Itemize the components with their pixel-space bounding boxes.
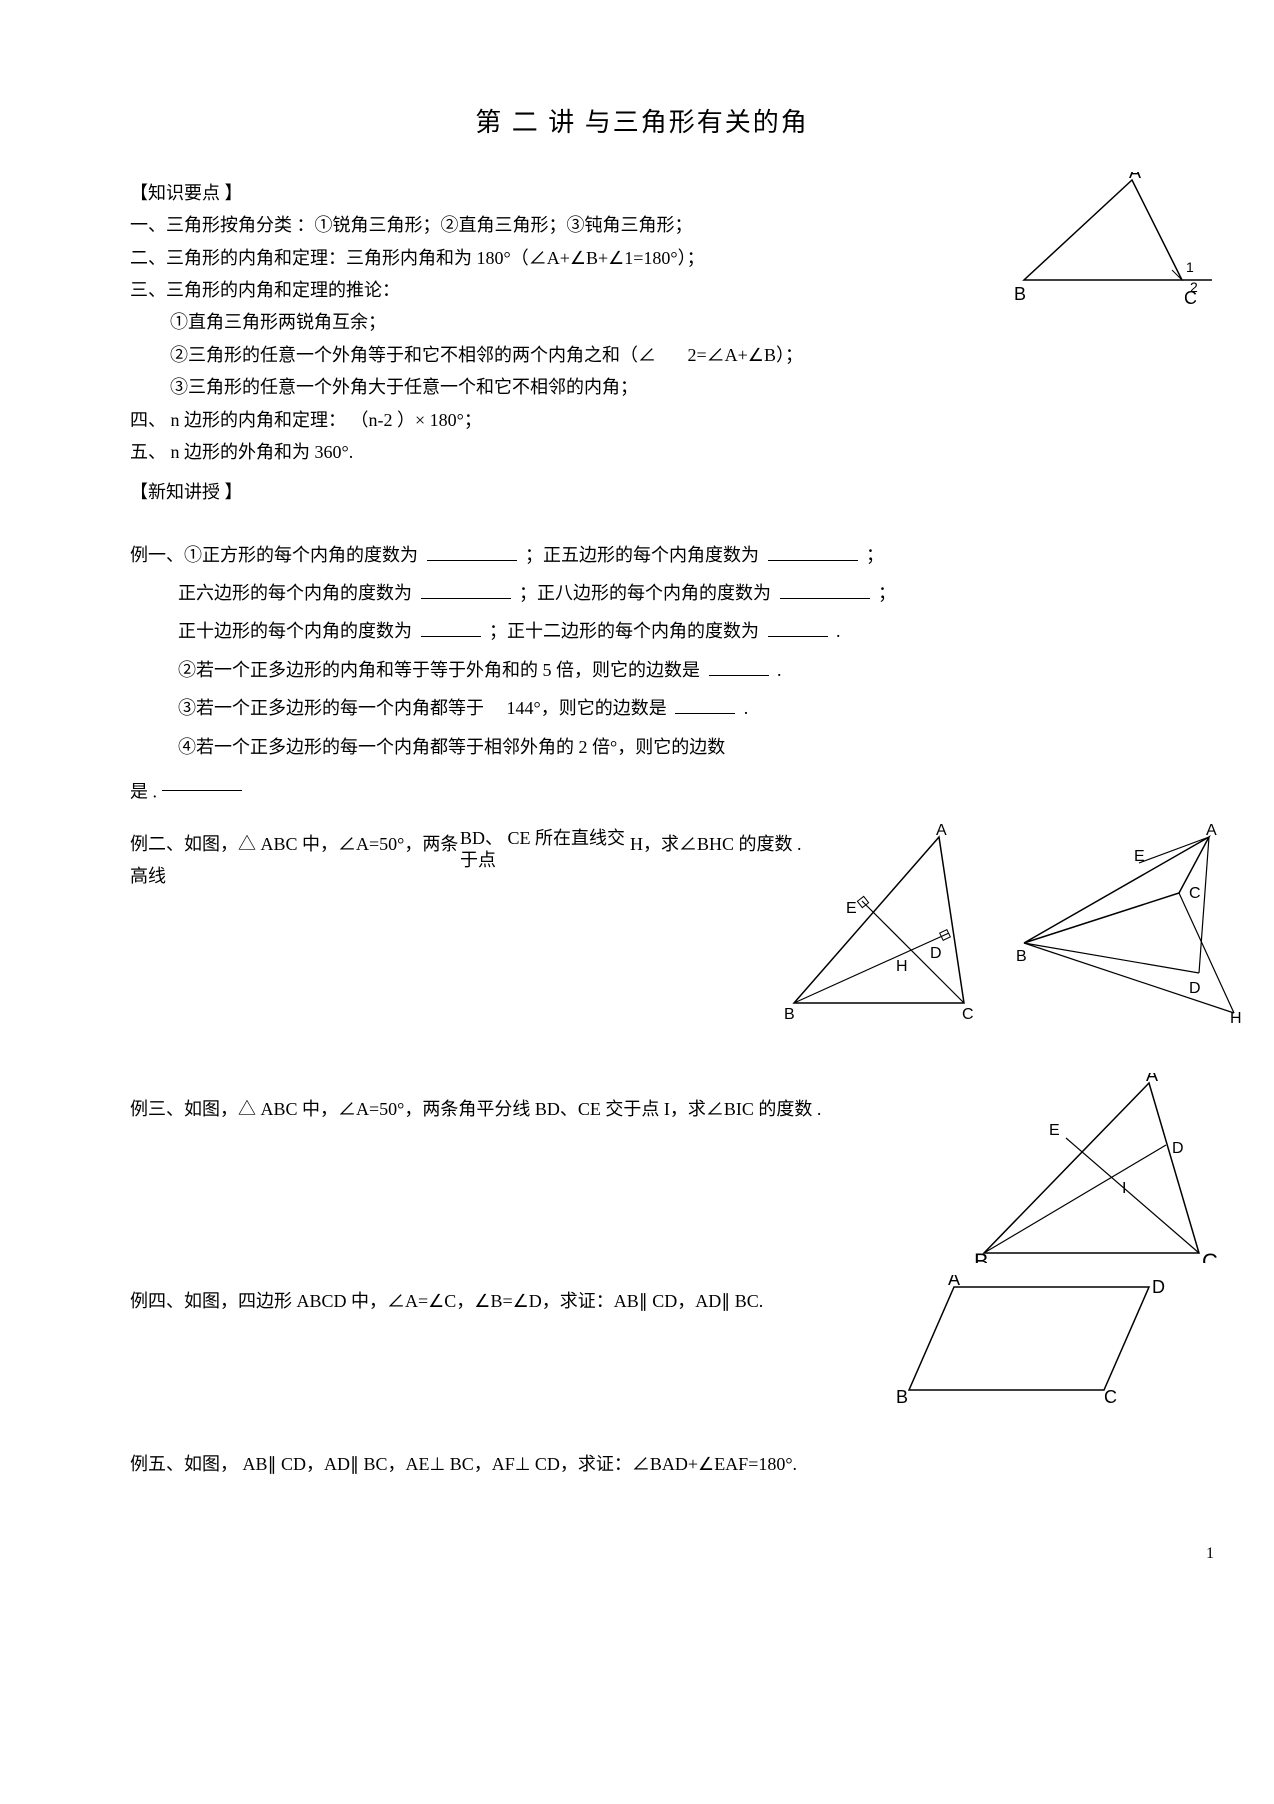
k5: 五、 n 边形的外角和为 360°. — [130, 436, 1154, 468]
svg-text:A: A — [948, 1275, 960, 1289]
svg-text:B: B — [974, 1249, 989, 1263]
ex1-5a: ③若一个正多边形的每一个内角都等于 — [178, 698, 484, 718]
ex1-end: 是 . — [130, 782, 157, 802]
figure-ex2: A B C D E H A B C D — [784, 823, 1244, 1033]
dot: . — [836, 621, 841, 641]
svg-text:D: D — [1172, 1140, 1184, 1157]
k4: 四、 n 边形的内角和定理： （n-2 ）× 180°； — [130, 404, 1154, 436]
ex1-1a: 例一、①正方形的每个内角的度数为 — [130, 545, 418, 565]
svg-text:C: C — [1189, 885, 1201, 902]
blank — [675, 693, 735, 715]
svg-text:E: E — [1049, 1122, 1060, 1139]
dot: . — [777, 660, 782, 680]
figure-triangle-exterior: A B C 1 2 — [994, 172, 1224, 322]
svg-text:2: 2 — [1190, 279, 1198, 295]
svg-text:A: A — [936, 823, 947, 839]
ex1-1b: ；正五边形的每个内角度数为 — [525, 545, 759, 565]
ex1-6: ④若一个正多边形的每一个内角都等于相邻外角的 2 倍°，则它的边数 — [178, 737, 725, 757]
svg-text:B: B — [896, 1387, 908, 1405]
example-5: 例五、如图， AB∥ CD，AD∥ BC，AE⊥ BC，AF⊥ CD，求证：∠B… — [130, 1448, 1154, 1480]
svg-text:E: E — [1134, 848, 1145, 865]
svg-text:D: D — [1152, 1277, 1165, 1297]
k3b: ②三角形的任意一个外角等于和它不相邻的两个内角之和（∠ 2=∠A+∠B）； — [170, 339, 1154, 371]
figure-ex4: A D B C — [894, 1275, 1194, 1415]
svg-text:B: B — [1016, 948, 1027, 965]
svg-text:H: H — [896, 958, 908, 975]
ex1-3a: 正十边形的每个内角的度数为 — [178, 621, 412, 641]
ex2-b: BD、 CE 所在直线交于点 — [460, 828, 630, 871]
semi: ； — [866, 545, 884, 565]
ex1-2b: ；正八边形的每个内角的度数为 — [519, 583, 771, 603]
k3b-suf: 2=∠A+∠B）； — [688, 345, 803, 365]
svg-text:1: 1 — [1186, 259, 1194, 275]
lesson-title: 第 二 讲 与三角形有关的角 — [130, 100, 1154, 147]
blank — [768, 616, 828, 638]
svg-text:C: C — [1104, 1387, 1117, 1405]
ex2-c: H，求∠BHC 的度数 . — [630, 828, 802, 860]
ex2-a: 例二、如图，△ ABC 中，∠A=50°，两条高线 — [130, 828, 460, 893]
example-4: 例四、如图，四边形 ABCD 中，∠A=∠C，∠B=∠D，求证：AB∥ CD，A… — [130, 1285, 1154, 1427]
svg-text:C: C — [962, 1006, 974, 1023]
blank — [421, 578, 511, 600]
blank — [421, 616, 481, 638]
blank — [709, 654, 769, 676]
svg-text:B: B — [1014, 284, 1026, 304]
ex1-5b: 144°，则它的边数是 — [507, 698, 667, 718]
example-3: 例三、如图，△ ABC 中，∠A=50°，两条角平分线 BD、CE 交于点 I，… — [130, 1093, 1154, 1265]
page-number: 1 — [130, 1540, 1214, 1569]
dot: . — [744, 698, 749, 718]
figure-ex3: A B C D E I — [974, 1073, 1234, 1273]
blank — [780, 578, 870, 600]
svg-text:E: E — [846, 900, 857, 917]
k3b-pre: ②三角形的任意一个外角等于和它不相邻的两个内角之和（∠ — [170, 345, 656, 365]
svg-text:H: H — [1230, 1010, 1242, 1023]
svg-text:A: A — [1146, 1073, 1158, 1085]
svg-text:D: D — [1189, 980, 1201, 997]
svg-text:B: B — [784, 1006, 795, 1023]
ex5-text: 例五、如图， AB∥ CD，AD∥ BC，AE⊥ BC，AF⊥ CD，求证：∠B… — [130, 1448, 1154, 1480]
ex1-3b: ；正十二边形的每个内角的度数为 — [489, 621, 759, 641]
svg-text:A: A — [1206, 823, 1217, 839]
svg-text:A: A — [1129, 172, 1141, 182]
svg-text:I: I — [1122, 1180, 1126, 1197]
k3c: ③三角形的任意一个外角大于任意一个和它不相邻的内角； — [170, 371, 1154, 403]
blank — [162, 769, 242, 791]
semi: ； — [878, 583, 896, 603]
svg-text:C: C — [1202, 1249, 1218, 1263]
example-1: 例一、①正方形的每个内角的度数为 ；正五边形的每个内角度数为 ； 正六边形的每个… — [130, 539, 1154, 808]
new-header: 【新知讲授 】 — [130, 476, 1154, 508]
example-2: 例二、如图，△ ABC 中，∠A=50°，两条高线 BD、 CE 所在直线交于点… — [130, 828, 1154, 1073]
blank — [768, 539, 858, 561]
ex1-4: ②若一个正多边形的内角和等于等于外角和的 5 倍，则它的边数是 — [178, 660, 700, 680]
svg-text:D: D — [930, 945, 942, 962]
blank — [427, 539, 517, 561]
ex1-2a: 正六边形的每个内角的度数为 — [178, 583, 412, 603]
